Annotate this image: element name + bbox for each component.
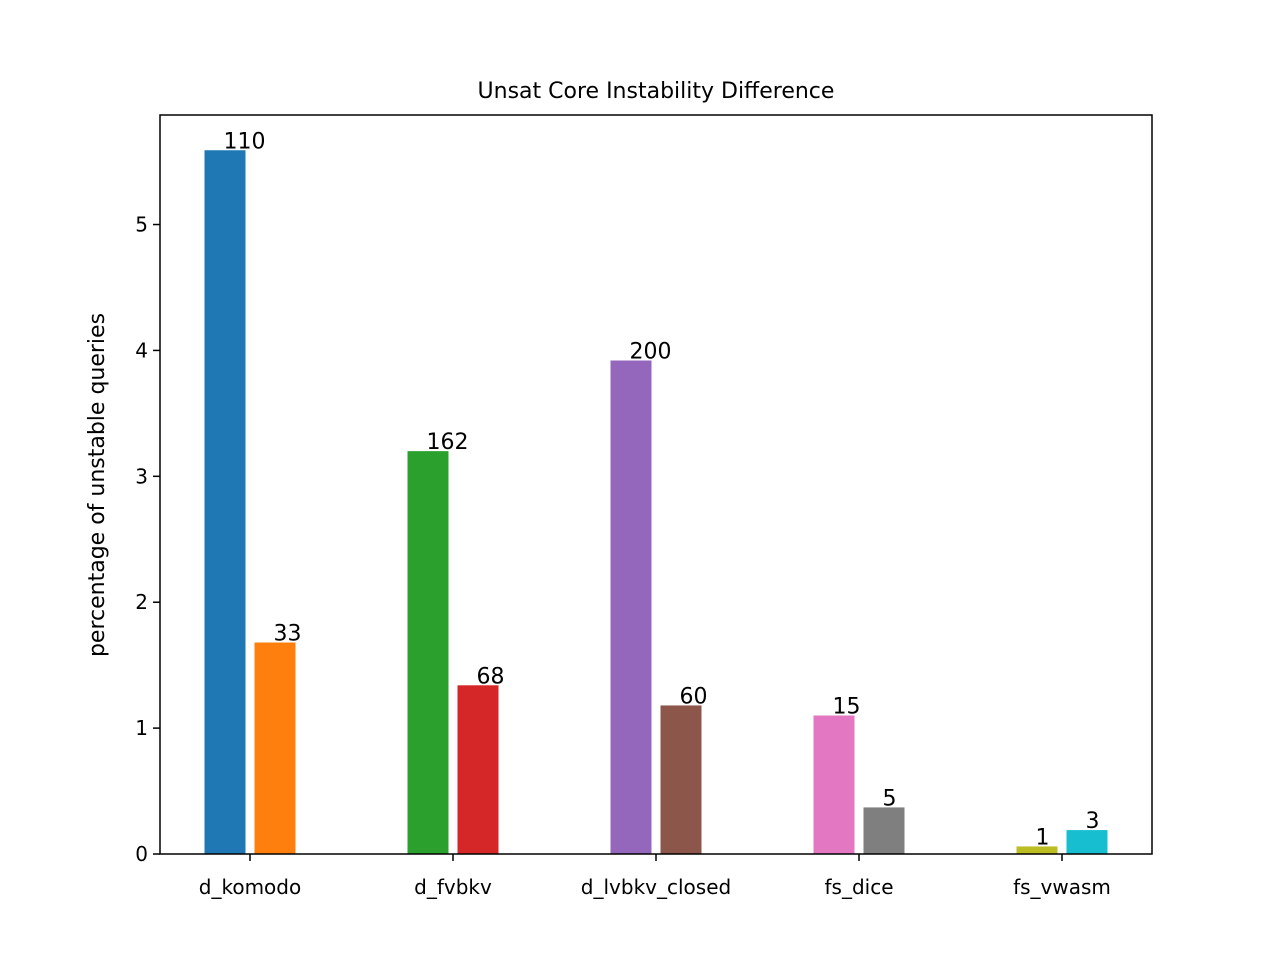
x-tick-label: d_lvbkv_closed [581, 875, 731, 899]
x-tick-label: d_fvbkv [414, 875, 492, 899]
bar-value-label: 162 [427, 430, 469, 455]
bar-value-label: 60 [680, 684, 708, 709]
x-tick-label: d_komodo [199, 875, 301, 899]
bar [813, 715, 855, 854]
x-axis-ticks: d_komodo d_fvbkv d_lvbkv_closed fs_dice fs_v… [199, 854, 1111, 899]
bar [407, 451, 449, 854]
bar [610, 360, 652, 854]
x-tick-label: fs_vwasm [1013, 875, 1111, 899]
bar-value-label: 33 [274, 621, 302, 646]
bar [457, 685, 499, 854]
y-tick-label: 0 [135, 842, 148, 866]
bar-value-label: 1 [1036, 825, 1050, 850]
bar [660, 705, 702, 854]
x-tick-label: fs_dice [824, 875, 893, 899]
bars-group: 110 33 162 68 200 60 15 5 1 3 [204, 129, 1108, 854]
bar [1016, 846, 1058, 854]
bar-value-label: 3 [1086, 809, 1100, 834]
y-axis-label: percentage of unstable queries [85, 313, 110, 657]
chart-title: Unsat Core Instability Difference [478, 79, 835, 104]
bar-value-label: 68 [477, 664, 505, 689]
bar-value-label: 200 [630, 339, 672, 364]
y-tick-label: 4 [135, 338, 148, 362]
plot-frame [159, 114, 1153, 855]
bar [254, 642, 296, 854]
y-tick-label: 5 [135, 213, 148, 237]
y-axis-ticks: 0 1 2 3 4 5 [135, 213, 160, 866]
bar-value-label: 110 [224, 129, 266, 154]
y-tick-label: 2 [135, 590, 148, 614]
y-tick-label: 3 [135, 464, 148, 488]
bar [1066, 830, 1108, 854]
bar-value-label: 15 [833, 695, 861, 720]
bar [204, 150, 246, 854]
bar [863, 807, 905, 854]
bar-value-label: 5 [883, 786, 897, 811]
y-tick-label: 1 [135, 716, 148, 740]
